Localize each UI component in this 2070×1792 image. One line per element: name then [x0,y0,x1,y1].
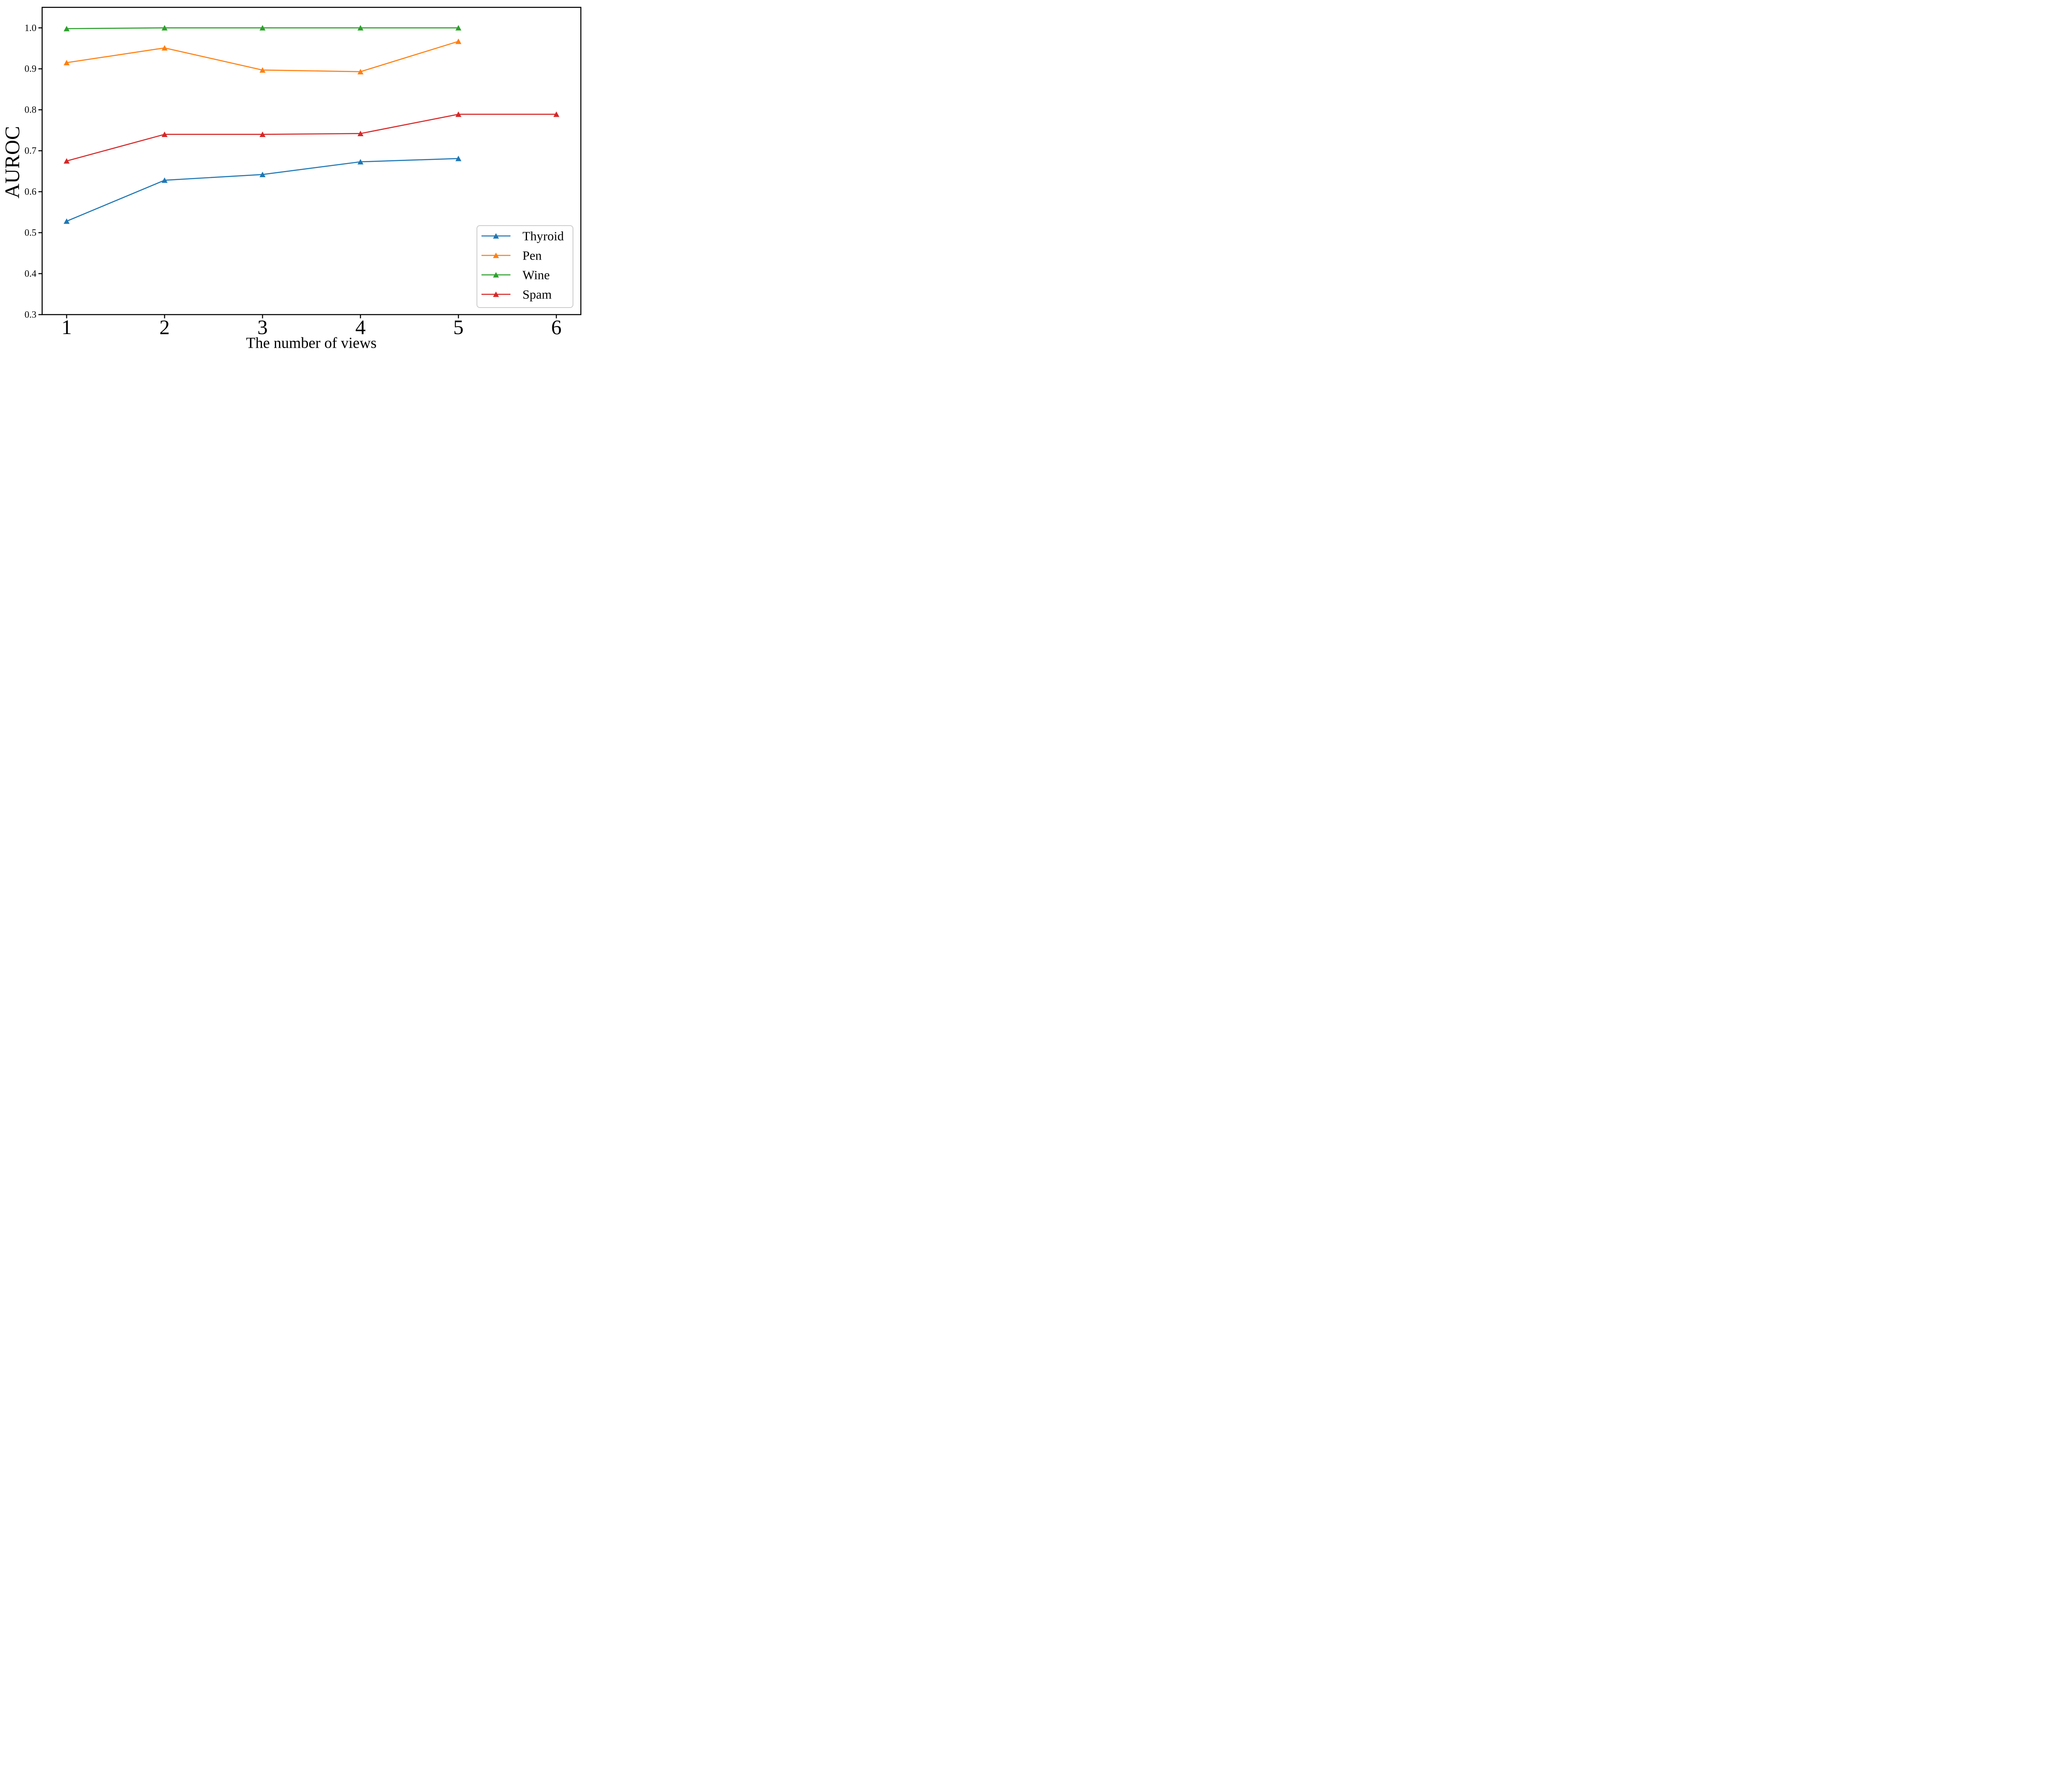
triangle-marker [455,156,462,161]
triangle-marker [259,131,266,137]
x-tick-label: 6 [551,315,561,339]
y-tick-label: 0.5 [24,228,36,238]
triangle-marker [63,26,70,31]
legend-label: Thyroid [522,229,564,243]
legend-item-wine: Wine [481,268,550,282]
x-tick-label: 2 [159,315,170,339]
legend-triangle-marker [493,272,499,278]
legend-item-spam: Spam [481,287,552,302]
legend-item-thyroid: Thyroid [481,229,564,243]
x-axis-ticks: 1 2 3 4 5 6 [61,315,561,339]
y-tick-label: 0.9 [24,64,36,74]
legend-triangle-marker [493,233,499,239]
triangle-marker [259,67,266,73]
y-axis-ticks: 0.3 0.4 0.5 0.6 0.7 0.8 0.9 1.0 [24,23,42,320]
series-pen [63,38,462,75]
legend-label: Pen [522,248,542,263]
line-chart-figure: 0.3 0.4 0.5 0.6 0.7 0.8 0.9 1.0 1 2 3 4 5 6 The numb… [0,0,587,358]
triangle-marker [357,130,363,136]
legend: Thyroid Pen Wine Spam [477,225,573,308]
series-line [66,113,556,162]
triangle-marker [161,177,168,183]
x-axis-label: The number of views [246,335,376,352]
triangle-marker [259,25,266,31]
legend-label: Spam [522,287,552,302]
x-tick-label: 1 [61,315,72,339]
triangle-marker [553,111,560,117]
triangle-marker [357,25,363,31]
y-tick-label: 0.6 [24,187,36,197]
series-spam [63,111,560,164]
legend-triangle-marker [493,253,499,258]
triangle-marker [357,159,363,165]
x-tick-label: 4 [355,315,366,339]
triangle-marker [357,69,363,75]
triangle-marker [161,45,168,51]
series-line [66,41,459,72]
triangle-marker [455,38,462,44]
triangle-marker [63,60,70,65]
triangle-marker [63,218,70,224]
y-tick-label: 0.3 [24,310,36,320]
triangle-marker [161,25,168,31]
series-wine [63,25,462,31]
series-line [66,158,459,222]
auroc-line-chart: 0.3 0.4 0.5 0.6 0.7 0.8 0.9 1.0 1 2 3 4 5 6 The numb… [0,7,582,352]
legend-box [477,225,573,308]
triangle-marker [455,111,462,117]
y-tick-label: 0.4 [24,269,36,279]
data-series [63,25,560,224]
x-tick-label: 5 [453,315,464,339]
y-tick-label: 0.8 [24,105,36,115]
plot-area-border [41,7,582,315]
legend-triangle-marker [493,291,499,297]
triangle-marker [259,171,266,177]
y-axis-label: AUROC [0,126,24,198]
legend-item-pen: Pen [481,248,542,263]
legend-items: Thyroid Pen Wine Spam [481,229,564,302]
series-thyroid [63,156,462,224]
y-tick-label: 1.0 [24,23,36,33]
triangle-marker [63,158,70,164]
triangle-marker [161,131,168,137]
triangle-marker [455,25,462,31]
legend-label: Wine [522,268,550,282]
x-tick-label: 3 [258,315,268,339]
y-tick-label: 0.7 [24,146,36,156]
